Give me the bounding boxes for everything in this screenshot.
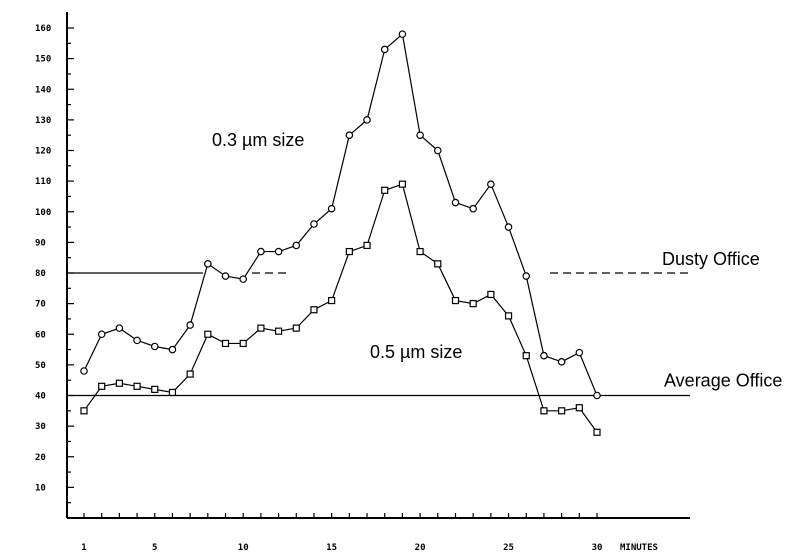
data-point xyxy=(204,330,212,338)
x-tick-label: 5 xyxy=(152,543,157,553)
data-point xyxy=(239,275,248,283)
data-point xyxy=(398,180,407,188)
data-point xyxy=(451,296,460,305)
data-point xyxy=(115,379,123,387)
reference-lines: Dusty Office Average Office xyxy=(67,249,782,397)
data-point xyxy=(345,131,354,139)
data-point xyxy=(327,204,336,213)
y-tick-label: 140 xyxy=(35,85,51,95)
data-point xyxy=(150,342,159,351)
x-tick-label: 30 xyxy=(592,543,603,553)
y-tick-label: 70 xyxy=(35,300,46,310)
x-tick-label: 15 xyxy=(326,543,337,553)
y-tick-label: 160 xyxy=(35,24,51,34)
y-tick-label: 150 xyxy=(35,55,51,65)
data-point xyxy=(80,367,88,375)
data-point xyxy=(168,388,177,397)
average-office-label: Average Office xyxy=(664,371,782,391)
y-tick-label: 110 xyxy=(35,177,51,187)
data-point xyxy=(80,407,88,415)
data-point xyxy=(186,370,194,378)
y-tick-label: 90 xyxy=(35,238,46,248)
data-point xyxy=(593,428,601,436)
data-point xyxy=(310,220,318,228)
data-point xyxy=(540,351,548,360)
y-tick-label: 60 xyxy=(35,330,46,340)
data-point xyxy=(292,324,300,332)
data-point xyxy=(115,324,124,332)
y-tick-label: 120 xyxy=(35,147,51,157)
y-tick-label: 100 xyxy=(35,208,51,218)
data-point xyxy=(98,382,106,390)
y-tick-label: 50 xyxy=(35,361,46,371)
data-point xyxy=(398,30,407,38)
series-annotation: 0.5 µm size xyxy=(370,342,462,362)
axes xyxy=(66,12,690,519)
y-tick-label: 10 xyxy=(35,483,46,493)
data-point xyxy=(504,223,513,231)
data-point xyxy=(434,260,442,268)
data-point xyxy=(292,241,301,250)
data-point xyxy=(221,272,230,280)
data-point xyxy=(186,321,194,329)
data-point xyxy=(328,296,336,305)
data-point xyxy=(363,241,371,250)
data-point xyxy=(416,131,424,139)
y-axis-ticks: 10 20 30 40 50 60 70 80 90 100 110 120 130 140 150 160 xyxy=(35,24,74,504)
data-point xyxy=(522,272,531,280)
data-point xyxy=(274,247,283,256)
data-point xyxy=(575,404,583,412)
data-point xyxy=(504,312,513,320)
x-axis-label: MINUTES xyxy=(620,543,658,553)
x-tick-label: 10 xyxy=(238,543,249,553)
data-point xyxy=(575,348,584,357)
data-point xyxy=(221,339,230,348)
data-point xyxy=(540,407,548,415)
x-tick-label: 20 xyxy=(415,543,426,553)
series-1 xyxy=(80,30,601,400)
data-point xyxy=(469,204,477,213)
x-axis-ticks: 1 5 10 15 20 25 30 MINUTES xyxy=(81,513,658,553)
data-point xyxy=(557,358,566,366)
data-point xyxy=(487,290,495,299)
data-point xyxy=(380,45,389,54)
data-point xyxy=(204,260,212,268)
data-point xyxy=(310,306,318,314)
data-point xyxy=(522,352,530,360)
data-point xyxy=(97,330,106,339)
data-point xyxy=(345,247,353,256)
data-point xyxy=(257,247,265,256)
data-point xyxy=(469,300,477,308)
annotations: 0.3 µm size 0.5 µm size xyxy=(212,130,462,362)
data-point xyxy=(487,180,495,188)
data-point xyxy=(133,382,141,390)
y-tick-label: 80 xyxy=(35,269,46,279)
data-point xyxy=(416,247,424,256)
data-point xyxy=(239,339,247,348)
data-point xyxy=(257,324,265,332)
data-point xyxy=(593,391,601,400)
data-point xyxy=(151,385,159,393)
dusty-office-label: Dusty Office xyxy=(662,249,760,269)
y-tick-label: 40 xyxy=(35,392,46,402)
y-tick-label: 130 xyxy=(35,116,51,126)
series-2 xyxy=(80,180,601,436)
data-point xyxy=(274,327,283,335)
data-point xyxy=(433,146,442,155)
y-tick-label: 20 xyxy=(35,453,46,463)
x-tick-label: 1 xyxy=(81,543,86,553)
series-group xyxy=(80,30,601,436)
y-tick-label: 30 xyxy=(35,422,46,432)
data-point xyxy=(381,186,389,194)
data-point xyxy=(558,407,566,415)
data-point xyxy=(168,345,177,354)
data-point xyxy=(363,116,371,124)
series-annotation: 0.3 µm size xyxy=(212,130,304,150)
x-tick-label: 25 xyxy=(503,543,514,553)
data-point xyxy=(451,198,460,207)
data-point xyxy=(133,336,141,345)
